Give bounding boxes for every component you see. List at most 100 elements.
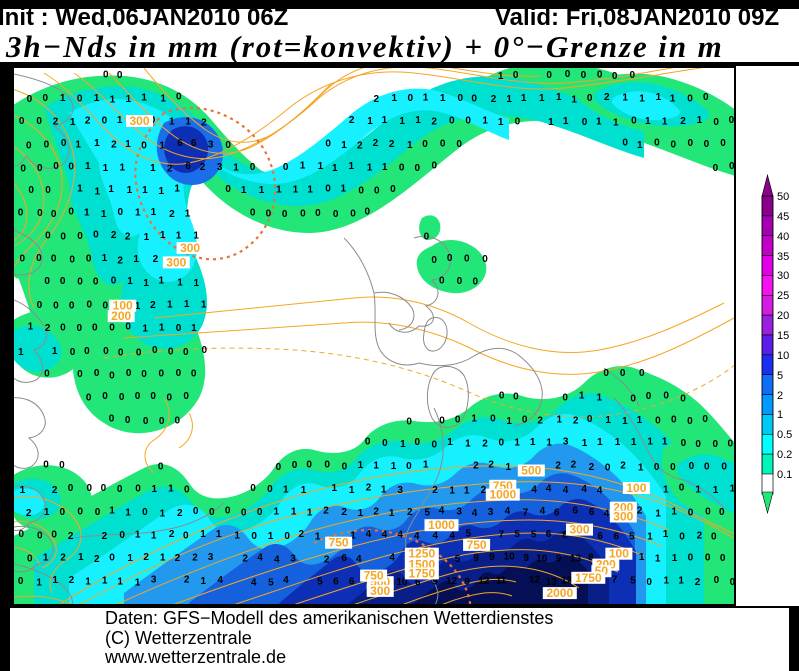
svg-text:0: 0 xyxy=(587,414,593,425)
svg-text:0: 0 xyxy=(422,139,428,150)
svg-text:0: 0 xyxy=(565,69,571,80)
svg-text:0: 0 xyxy=(150,391,156,402)
svg-text:1: 1 xyxy=(597,437,603,448)
svg-text:300: 300 xyxy=(129,114,149,128)
svg-text:1: 1 xyxy=(506,94,512,105)
svg-text:6: 6 xyxy=(589,507,595,518)
svg-text:1: 1 xyxy=(645,116,651,127)
svg-text:2: 2 xyxy=(167,163,173,174)
svg-text:1: 1 xyxy=(216,529,222,540)
svg-text:1: 1 xyxy=(546,437,552,448)
svg-text:0: 0 xyxy=(515,116,521,127)
svg-text:12: 12 xyxy=(561,576,573,587)
svg-text:2: 2 xyxy=(357,140,363,151)
svg-text:0: 0 xyxy=(562,392,568,403)
svg-text:0: 0 xyxy=(43,93,49,104)
svg-text:0: 0 xyxy=(183,530,189,541)
svg-text:1750: 1750 xyxy=(575,571,602,585)
svg-text:1: 1 xyxy=(133,254,139,265)
svg-text:1: 1 xyxy=(174,184,180,195)
svg-text:1: 1 xyxy=(400,439,406,450)
svg-text:1: 1 xyxy=(159,140,165,151)
svg-text:1: 1 xyxy=(127,276,133,287)
svg-text:0: 0 xyxy=(499,391,505,402)
svg-text:0: 0 xyxy=(87,300,93,311)
svg-text:0: 0 xyxy=(654,138,660,149)
svg-text:0: 0 xyxy=(60,323,66,334)
svg-text:2: 2 xyxy=(697,530,703,541)
svg-text:3: 3 xyxy=(151,575,157,586)
svg-text:1: 1 xyxy=(151,207,157,218)
svg-text:6: 6 xyxy=(333,577,339,588)
svg-text:2: 2 xyxy=(52,485,58,496)
svg-text:1: 1 xyxy=(332,163,338,174)
svg-text:1: 1 xyxy=(367,116,373,127)
svg-text:0: 0 xyxy=(325,184,331,195)
svg-text:0: 0 xyxy=(45,185,51,196)
svg-text:1: 1 xyxy=(349,161,355,172)
svg-text:2: 2 xyxy=(111,230,117,241)
svg-text:1: 1 xyxy=(184,299,190,310)
svg-text:1: 1 xyxy=(101,209,107,220)
svg-text:0: 0 xyxy=(44,276,50,287)
svg-text:2: 2 xyxy=(53,117,59,128)
svg-text:0: 0 xyxy=(342,462,348,473)
svg-text:0: 0 xyxy=(77,323,83,334)
svg-text:6: 6 xyxy=(554,507,560,518)
svg-text:0: 0 xyxy=(282,209,288,220)
svg-text:2: 2 xyxy=(111,140,117,151)
svg-text:5: 5 xyxy=(425,508,431,519)
svg-text:300: 300 xyxy=(569,523,589,537)
svg-text:2: 2 xyxy=(323,506,329,517)
svg-text:5: 5 xyxy=(317,576,323,587)
svg-text:1: 1 xyxy=(341,140,347,151)
svg-text:0: 0 xyxy=(439,276,445,287)
svg-text:1: 1 xyxy=(381,485,387,496)
svg-text:3: 3 xyxy=(208,552,214,563)
svg-text:2: 2 xyxy=(589,462,595,473)
svg-text:2: 2 xyxy=(184,575,190,586)
svg-text:1: 1 xyxy=(440,93,446,104)
svg-text:0: 0 xyxy=(109,414,115,425)
svg-text:0: 0 xyxy=(522,415,528,426)
svg-text:0: 0 xyxy=(141,369,147,380)
svg-text:1: 1 xyxy=(201,576,207,587)
svg-text:0: 0 xyxy=(679,483,685,494)
svg-text:0: 0 xyxy=(183,391,189,402)
svg-text:0: 0 xyxy=(325,139,331,150)
svg-text:1: 1 xyxy=(639,94,645,105)
svg-text:2: 2 xyxy=(555,461,561,472)
svg-text:2: 2 xyxy=(373,138,379,149)
svg-text:1: 1 xyxy=(713,485,719,496)
svg-text:1: 1 xyxy=(671,506,677,517)
svg-text:0: 0 xyxy=(365,437,371,448)
svg-text:6: 6 xyxy=(614,531,620,542)
svg-text:0: 0 xyxy=(680,394,686,405)
svg-text:0: 0 xyxy=(18,208,24,219)
svg-text:1: 1 xyxy=(85,161,91,172)
svg-text:1: 1 xyxy=(125,139,131,150)
svg-text:1: 1 xyxy=(160,509,166,520)
svg-text:0: 0 xyxy=(51,530,57,541)
svg-text:0: 0 xyxy=(687,416,693,427)
svg-text:3: 3 xyxy=(217,162,223,173)
svg-text:0: 0 xyxy=(61,138,67,149)
svg-text:0: 0 xyxy=(382,438,388,449)
svg-text:3: 3 xyxy=(208,139,214,150)
svg-text:4: 4 xyxy=(274,554,280,565)
svg-text:1: 1 xyxy=(167,299,173,310)
svg-text:1: 1 xyxy=(391,461,397,472)
svg-text:0: 0 xyxy=(670,462,676,473)
svg-text:0: 0 xyxy=(87,483,93,494)
svg-text:2: 2 xyxy=(117,255,123,266)
svg-text:0: 0 xyxy=(111,276,117,287)
svg-text:0: 0 xyxy=(350,208,356,219)
svg-text:0: 0 xyxy=(225,506,231,517)
svg-text:0: 0 xyxy=(103,346,109,357)
svg-text:1: 1 xyxy=(482,116,488,127)
svg-text:100: 100 xyxy=(626,481,646,495)
svg-text:0: 0 xyxy=(458,93,464,104)
svg-text:2: 2 xyxy=(68,531,74,542)
svg-text:0: 0 xyxy=(135,391,141,402)
svg-text:0: 0 xyxy=(77,93,83,104)
